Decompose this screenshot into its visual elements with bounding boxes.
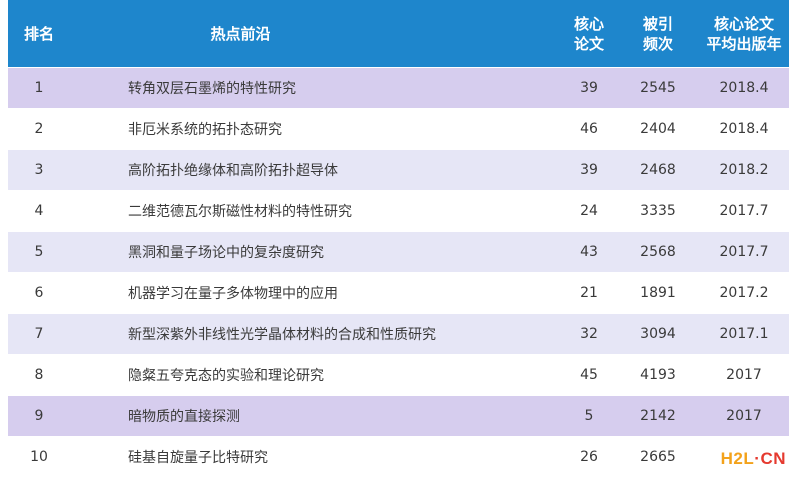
table-row: 4 二维范德瓦尔斯磁性材料的特性研究 24 3335 2017.7 [8, 191, 789, 232]
watermark-part2: ·CN [754, 449, 786, 468]
table-row: 3 高阶拓扑绝缘体和高阶拓扑超导体 39 2468 2018.2 [8, 150, 789, 191]
watermark-part1: H2L [720, 449, 755, 468]
citations-cell: 2665 [640, 449, 676, 465]
table-row: 10 硅基自旋量子比特研究 26 2665 [8, 437, 789, 478]
avg-year-cell: 2017.7 [719, 203, 769, 219]
citations-cell: 2568 [640, 244, 676, 260]
header-citations: 被引 频次 [617, 14, 699, 54]
core-papers-cell: 24 [580, 203, 598, 219]
core-papers-cell: 5 [584, 408, 594, 424]
header-topic: 热点前沿 [210, 24, 271, 43]
table-row: 5 黑洞和量子场论中的复杂度研究 43 2568 2017.7 [8, 232, 789, 273]
citations-cell: 1891 [640, 285, 676, 301]
topic-cell: 新型深紫外非线性光学晶体材料的合成和性质研究 [128, 327, 436, 343]
table-row: 8 隐粲五夸克态的实验和理论研究 45 4193 2017 [8, 355, 789, 396]
avg-year-cell: 2017.7 [719, 244, 769, 260]
core-papers-cell: 39 [580, 162, 598, 178]
citations-cell: 4193 [640, 367, 676, 383]
avg-year-cell: 2018.4 [719, 121, 769, 137]
core-papers-cell: 21 [580, 285, 598, 301]
core-papers-cell: 43 [580, 244, 598, 260]
topic-cell: 转角双层石墨烯的特性研究 [128, 81, 296, 97]
topic-cell: 机器学习在量子多体物理中的应用 [128, 286, 338, 302]
watermark-logo: H2L·CN [721, 449, 786, 469]
rank-cell: 4 [34, 203, 44, 219]
citations-cell: 3094 [640, 326, 676, 342]
table-row: 1 转角双层石墨烯的特性研究 39 2545 2018.4 [8, 68, 789, 109]
rank-cell: 9 [34, 408, 44, 424]
topic-cell: 高阶拓扑绝缘体和高阶拓扑超导体 [128, 163, 338, 179]
table-row: 9 暗物质的直接探测 5 2142 2017 [8, 396, 789, 437]
core-papers-cell: 46 [580, 121, 598, 137]
rank-cell: 7 [34, 326, 44, 342]
header-avg-year-line1: 核心论文 [713, 14, 774, 33]
table-row: 2 非厄米系统的拓扑态研究 46 2404 2018.4 [8, 109, 789, 150]
header-citations-line2: 频次 [642, 34, 673, 53]
avg-year-cell: 2017.2 [719, 285, 769, 301]
avg-year-cell: 2017.1 [719, 326, 769, 342]
topic-cell: 硅基自旋量子比特研究 [128, 450, 268, 466]
topic-cell: 二维范德瓦尔斯磁性材料的特性研究 [128, 204, 352, 220]
header-core-papers-line1: 核心 [573, 14, 604, 33]
rank-cell: 10 [30, 449, 48, 465]
topic-cell: 非厄米系统的拓扑态研究 [128, 122, 282, 138]
core-papers-cell: 39 [580, 80, 598, 96]
topic-cell: 黑洞和量子场论中的复杂度研究 [128, 245, 324, 261]
core-papers-cell: 26 [580, 449, 598, 465]
avg-year-cell: 2018.2 [719, 162, 769, 178]
header-rank: 排名 [23, 24, 54, 43]
rank-cell: 3 [34, 162, 44, 178]
header-avg-year-line2: 平均出版年 [706, 34, 782, 53]
header-citations-line1: 被引 [642, 14, 673, 33]
header-avg-year: 核心论文 平均出版年 [699, 14, 789, 54]
topic-cell: 暗物质的直接探测 [128, 409, 240, 425]
citations-cell: 3335 [640, 203, 676, 219]
topic-cell: 隐粲五夸克态的实验和理论研究 [128, 368, 324, 384]
citations-cell: 2468 [640, 162, 676, 178]
core-papers-cell: 45 [580, 367, 598, 383]
table-row: 7 新型深紫外非线性光学晶体材料的合成和性质研究 32 3094 2017.1 [8, 314, 789, 355]
avg-year-cell: 2017 [726, 367, 762, 383]
citations-cell: 2142 [640, 408, 676, 424]
rank-cell: 1 [34, 80, 44, 96]
table-header: 排名 热点前沿 核心 论文 被引 频次 核心论文 平均出版年 [8, 0, 789, 68]
citations-cell: 2404 [640, 121, 676, 137]
ranking-table: 排名 热点前沿 核心 论文 被引 频次 核心论文 平均出版年 1 转角双层石墨烯… [8, 0, 789, 478]
table-row: 6 机器学习在量子多体物理中的应用 21 1891 2017.2 [8, 273, 789, 314]
rank-cell: 8 [34, 367, 44, 383]
rank-cell: 6 [34, 285, 44, 301]
rank-cell: 5 [34, 244, 44, 260]
avg-year-cell: 2018.4 [719, 80, 769, 96]
header-core-papers-line2: 论文 [573, 34, 604, 53]
avg-year-cell: 2017 [726, 408, 762, 424]
citations-cell: 2545 [640, 80, 676, 96]
rank-cell: 2 [34, 121, 44, 137]
header-core-papers: 核心 论文 [561, 14, 617, 54]
core-papers-cell: 32 [580, 326, 598, 342]
